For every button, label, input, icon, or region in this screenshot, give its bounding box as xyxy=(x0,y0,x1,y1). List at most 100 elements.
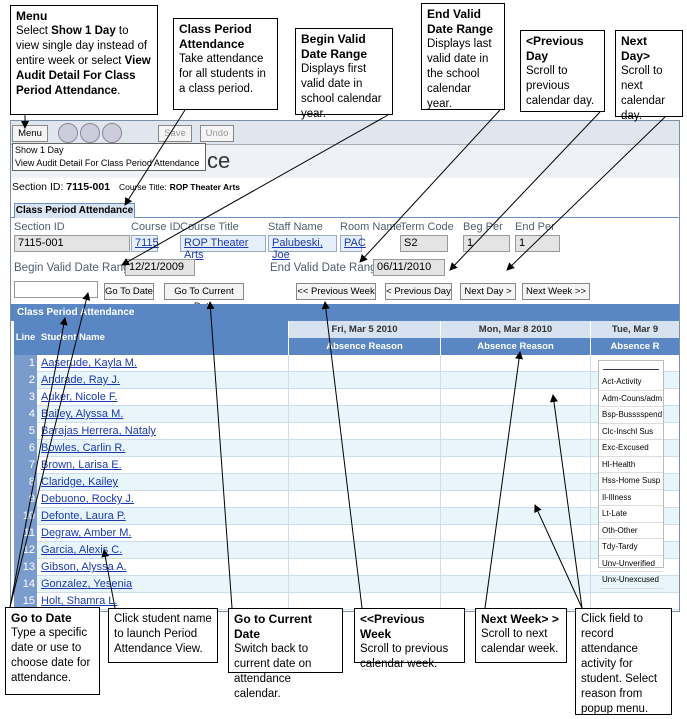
undo-button[interactable]: Undo xyxy=(200,125,234,142)
callout-text: Scroll to previous calendar week. xyxy=(360,643,449,670)
menu-button[interactable]: Menu xyxy=(12,125,48,142)
reason-option[interactable]: Hl-Health xyxy=(599,457,663,473)
attendance-cell[interactable] xyxy=(590,389,679,406)
tab[interactable]: Class Period Attendance xyxy=(14,203,135,218)
attendance-cell[interactable] xyxy=(288,593,440,610)
name-header: Student Name xyxy=(37,321,288,355)
popup-blank[interactable] xyxy=(603,363,659,370)
save-button[interactable]: Save xyxy=(158,125,192,142)
reason-option[interactable]: Adm-Couns/adm xyxy=(599,391,663,407)
attendance-cell[interactable] xyxy=(440,389,590,406)
attendance-cell[interactable] xyxy=(288,389,440,406)
nav-button[interactable]: < Previous Day xyxy=(385,283,452,300)
search-button[interactable] xyxy=(80,123,100,143)
attendance-cell[interactable] xyxy=(590,525,679,542)
attendance-cell[interactable] xyxy=(288,406,440,423)
reason-option[interactable]: Tdy-Tardy xyxy=(599,539,663,556)
attendance-cell[interactable] xyxy=(288,474,440,491)
attendance-cell[interactable] xyxy=(590,593,679,610)
student-name[interactable]: Bowles, Carlin R. xyxy=(41,442,126,454)
field-label: Section ID xyxy=(14,221,65,233)
nav-button[interactable]: Next Day > xyxy=(460,283,516,300)
menu-item[interactable]: Show 1 Day xyxy=(15,145,64,155)
attendance-cell[interactable] xyxy=(590,372,679,389)
attendance-cell[interactable] xyxy=(440,508,590,525)
attendance-cell[interactable] xyxy=(288,355,440,372)
attendance-cell[interactable] xyxy=(590,542,679,559)
attendance-cell[interactable] xyxy=(440,491,590,508)
day-header: Mon, Mar 8 2010 xyxy=(440,321,590,338)
reason-option[interactable]: Act-Activity xyxy=(599,374,663,391)
student-name[interactable]: Brown, Larisa E. xyxy=(41,459,122,471)
end-label: End Valid Date Range xyxy=(270,262,383,274)
attendance-cell[interactable] xyxy=(288,457,440,474)
next-button[interactable] xyxy=(102,123,122,143)
student-name[interactable]: Debuono, Rocky J. xyxy=(41,493,134,505)
reason-option[interactable]: Hss-Home Susp xyxy=(599,473,663,490)
reason-option[interactable]: Il-Illness xyxy=(599,490,663,506)
attendance-cell[interactable] xyxy=(590,355,679,372)
attendance-cell[interactable] xyxy=(440,423,590,440)
student-name[interactable]: Gonzalez, Yesenia xyxy=(41,578,133,590)
attendance-cell[interactable] xyxy=(590,423,679,440)
student-name[interactable]: Degraw, Amber M. xyxy=(41,527,132,539)
begin-label: Begin Valid Date Range xyxy=(14,262,136,274)
attendance-cell[interactable] xyxy=(288,508,440,525)
reason-option[interactable]: Oth-Other xyxy=(599,523,663,539)
attendance-cell[interactable] xyxy=(288,372,440,389)
attendance-cell[interactable] xyxy=(590,508,679,525)
nav-button[interactable]: Next Week >> xyxy=(522,283,590,300)
attendance-cell[interactable] xyxy=(288,423,440,440)
student-name[interactable]: Barajas Herrera, Nataly xyxy=(41,425,156,437)
menu-item[interactable]: View Audit Detail For Class Period Atten… xyxy=(15,158,200,168)
line-number: 7 xyxy=(14,457,37,474)
attendance-cell[interactable] xyxy=(440,406,590,423)
nav-button[interactable]: Go To Current Date xyxy=(164,283,244,312)
attendance-cell[interactable] xyxy=(440,593,590,610)
reason-option[interactable]: Unx-Unexcused xyxy=(599,572,663,589)
attendance-cell[interactable] xyxy=(590,491,679,508)
attendance-cell[interactable] xyxy=(288,576,440,593)
attendance-cell[interactable] xyxy=(590,576,679,593)
student-name[interactable]: Garcia, Alexis C. xyxy=(41,544,123,556)
nav-button[interactable]: << Previous Week xyxy=(296,283,376,300)
nav-button[interactable]: Go To Date xyxy=(104,283,154,300)
attendance-cell[interactable] xyxy=(590,457,679,474)
attendance-cell[interactable] xyxy=(440,576,590,593)
attendance-cell[interactable] xyxy=(440,559,590,576)
attendance-cell[interactable] xyxy=(288,559,440,576)
reason-option[interactable]: Lt-Late xyxy=(599,506,663,523)
student-name[interactable]: Defonte, Laura P. xyxy=(41,510,126,522)
attendance-cell[interactable] xyxy=(288,525,440,542)
field-value[interactable]: 1 xyxy=(515,235,560,252)
attendance-cell[interactable] xyxy=(440,542,590,559)
student-name[interactable]: Bailey, Alyssa M. xyxy=(41,408,124,420)
attendance-cell[interactable] xyxy=(590,406,679,423)
attendance-cell[interactable] xyxy=(590,559,679,576)
student-name[interactable]: Claridge, Kailey xyxy=(41,476,119,488)
attendance-cell[interactable] xyxy=(288,491,440,508)
reason-option[interactable]: Bsp-Busssspend xyxy=(599,407,663,424)
reason-option[interactable]: Clc-Inschl Sus xyxy=(599,424,663,440)
line-number: 14 xyxy=(14,576,37,593)
attendance-cell[interactable] xyxy=(288,440,440,457)
reason-option[interactable]: Unv-Unverified xyxy=(599,556,663,572)
reason-option[interactable]: Exc-Excused xyxy=(599,440,663,457)
callout-text: Type a specific date or use to choose da… xyxy=(11,627,91,684)
attendance-cell[interactable] xyxy=(590,474,679,491)
attendance-cell[interactable] xyxy=(440,457,590,474)
date-input[interactable] xyxy=(14,281,98,298)
attendance-cell[interactable] xyxy=(440,525,590,542)
attendance-cell[interactable] xyxy=(288,542,440,559)
attendance-cell[interactable] xyxy=(440,474,590,491)
attendance-cell[interactable] xyxy=(440,355,590,372)
attendance-cell[interactable] xyxy=(440,440,590,457)
attendance-cell[interactable] xyxy=(440,372,590,389)
attendance-cell[interactable] xyxy=(590,440,679,457)
student-name[interactable]: Andrade, Ray J. xyxy=(41,374,120,386)
student-name[interactable]: Aaserude, Kayla M. xyxy=(41,357,137,369)
student-name[interactable]: Gibson, Alyssa A. xyxy=(41,561,127,573)
first-button[interactable] xyxy=(58,123,78,143)
student-name[interactable]: Auker, Nicole F. xyxy=(41,391,118,403)
field-value[interactable]: 1 xyxy=(463,235,510,252)
